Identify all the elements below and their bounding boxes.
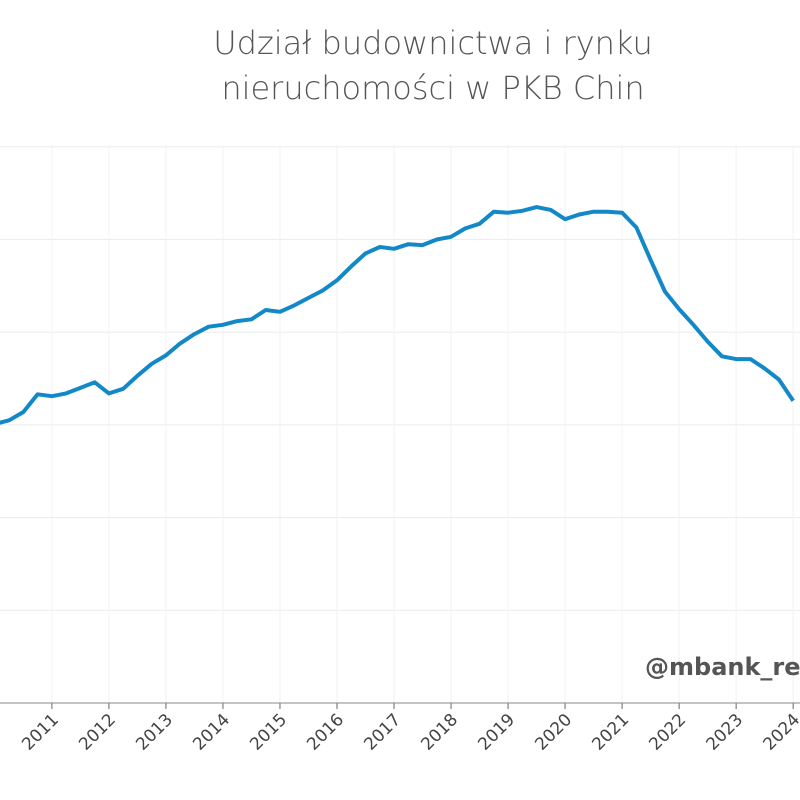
- x-tick-label: 2022: [645, 710, 690, 755]
- x-tick-label: 2024: [759, 710, 800, 755]
- x-tick-label: 2016: [303, 710, 348, 755]
- x-tick-label: 2021: [588, 710, 633, 755]
- chart-title: nieruchomości w PKB Chin: [221, 69, 644, 107]
- x-tick-label: 2020: [531, 710, 576, 755]
- watermark: @mbank_research: [645, 653, 800, 681]
- x-tick-label: 2019: [474, 710, 519, 755]
- x-tick-label: 2017: [360, 710, 405, 755]
- x-tick-label: 2011: [18, 710, 63, 755]
- x-tick-label: 2023: [702, 710, 747, 755]
- x-tick-label: 2013: [132, 710, 177, 755]
- x-tick-label: 2012: [75, 710, 120, 755]
- chart-title: Udział budownictwa i rynku: [213, 24, 652, 62]
- data-line: [0, 205, 795, 425]
- x-tick-label: 2014: [189, 710, 234, 755]
- x-tick-label: 2015: [246, 710, 291, 755]
- x-tick-label: 2018: [417, 710, 462, 755]
